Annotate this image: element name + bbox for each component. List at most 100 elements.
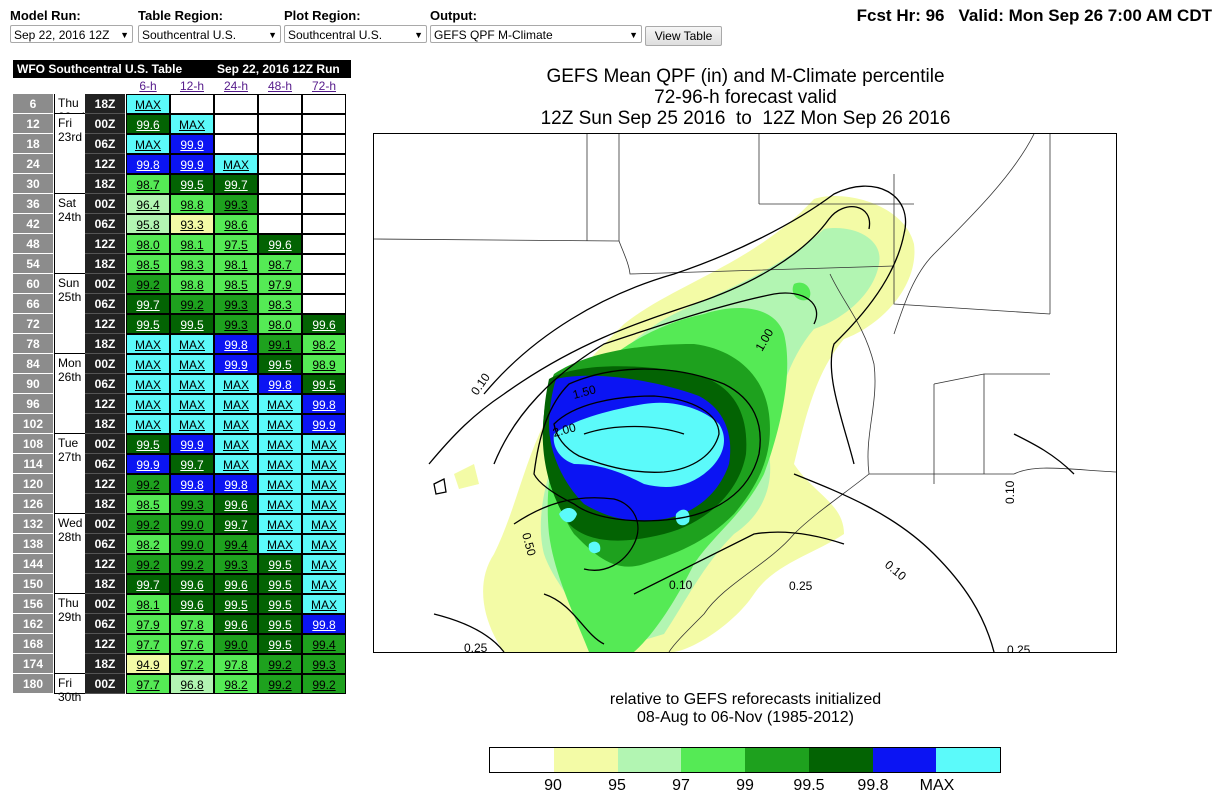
percentile-cell[interactable]: MAX	[170, 334, 214, 354]
column-header-12h[interactable]: 12-h	[179, 79, 205, 93]
percentile-cell[interactable]: 99.9	[170, 434, 214, 454]
percentile-cell[interactable]: 96.8	[170, 674, 214, 694]
percentile-cell[interactable]: MAX	[258, 394, 302, 414]
percentile-cell[interactable]: 99.3	[214, 314, 258, 334]
percentile-cell[interactable]: MAX	[302, 474, 346, 494]
percentile-cell[interactable]: 99.4	[302, 634, 346, 654]
percentile-cell[interactable]: 99.6	[170, 594, 214, 614]
percentile-cell[interactable]: MAX	[302, 554, 346, 574]
percentile-cell[interactable]: MAX	[170, 374, 214, 394]
percentile-cell[interactable]: 99.5	[302, 374, 346, 394]
percentile-cell[interactable]: MAX	[170, 394, 214, 414]
percentile-cell[interactable]: MAX	[302, 494, 346, 514]
percentile-cell[interactable]: 99.5	[170, 174, 214, 194]
percentile-cell[interactable]: 99.4	[214, 534, 258, 554]
percentile-cell[interactable]: 99.2	[302, 674, 346, 694]
percentile-cell[interactable]: 98.3	[170, 254, 214, 274]
percentile-cell[interactable]: MAX	[258, 514, 302, 534]
percentile-cell[interactable]: 99.2	[170, 554, 214, 574]
percentile-cell[interactable]: MAX	[258, 534, 302, 554]
percentile-cell[interactable]: MAX	[126, 374, 170, 394]
percentile-cell[interactable]: MAX	[214, 434, 258, 454]
percentile-cell[interactable]: 99.6	[214, 574, 258, 594]
percentile-cell[interactable]: 99.7	[126, 574, 170, 594]
percentile-cell[interactable]: MAX	[302, 574, 346, 594]
percentile-cell[interactable]: MAX	[258, 474, 302, 494]
percentile-cell[interactable]: 97.9	[126, 614, 170, 634]
percentile-cell[interactable]: MAX	[302, 534, 346, 554]
percentile-cell[interactable]: MAX	[126, 354, 170, 374]
percentile-cell[interactable]: 98.9	[302, 354, 346, 374]
percentile-cell[interactable]: 99.2	[126, 554, 170, 574]
percentile-cell[interactable]: MAX	[126, 394, 170, 414]
percentile-cell[interactable]: 99.6	[214, 494, 258, 514]
percentile-cell[interactable]: MAX	[302, 514, 346, 534]
percentile-cell[interactable]: 99.3	[302, 654, 346, 674]
percentile-cell[interactable]: 94.9	[126, 654, 170, 674]
percentile-cell[interactable]: 99.1	[258, 334, 302, 354]
percentile-cell[interactable]: MAX	[126, 334, 170, 354]
percentile-cell[interactable]: 99.8	[170, 474, 214, 494]
percentile-cell[interactable]: 99.7	[214, 174, 258, 194]
percentile-cell[interactable]: 99.5	[126, 434, 170, 454]
percentile-cell[interactable]: 99.8	[126, 154, 170, 174]
percentile-cell[interactable]: MAX	[170, 414, 214, 434]
percentile-cell[interactable]: 99.8	[214, 474, 258, 494]
percentile-cell[interactable]: MAX	[258, 494, 302, 514]
percentile-cell[interactable]: 98.5	[126, 494, 170, 514]
percentile-cell[interactable]: 98.5	[214, 274, 258, 294]
percentile-cell[interactable]: 99.0	[170, 514, 214, 534]
percentile-cell[interactable]: 99.6	[258, 234, 302, 254]
percentile-cell[interactable]: 98.2	[214, 674, 258, 694]
percentile-cell[interactable]: 99.5	[258, 554, 302, 574]
percentile-cell[interactable]: 98.1	[214, 254, 258, 274]
percentile-cell[interactable]: 99.3	[214, 194, 258, 214]
percentile-cell[interactable]: MAX	[170, 114, 214, 134]
percentile-cell[interactable]: 99.5	[258, 594, 302, 614]
percentile-cell[interactable]: 99.5	[258, 574, 302, 594]
percentile-cell[interactable]: 98.6	[214, 214, 258, 234]
percentile-cell[interactable]: 99.7	[214, 514, 258, 534]
percentile-cell[interactable]: 99.7	[170, 454, 214, 474]
percentile-cell[interactable]: 97.8	[170, 614, 214, 634]
column-header-72h[interactable]: 72-h	[311, 79, 337, 93]
percentile-cell[interactable]: 99.2	[126, 274, 170, 294]
percentile-cell[interactable]: MAX	[170, 354, 214, 374]
percentile-cell[interactable]: 98.8	[170, 274, 214, 294]
percentile-cell[interactable]: MAX	[302, 434, 346, 454]
percentile-cell[interactable]: 99.3	[214, 554, 258, 574]
percentile-cell[interactable]: 99.9	[170, 154, 214, 174]
percentile-cell[interactable]: 98.1	[170, 234, 214, 254]
percentile-cell[interactable]: MAX	[302, 594, 346, 614]
percentile-cell[interactable]: MAX	[258, 434, 302, 454]
percentile-cell[interactable]: 99.3	[214, 294, 258, 314]
percentile-cell[interactable]: MAX	[214, 414, 258, 434]
percentile-cell[interactable]: 99.3	[170, 494, 214, 514]
model-run-select[interactable]: Sep 22, 2016 12Z ▼	[10, 25, 133, 43]
percentile-cell[interactable]: 99.9	[214, 354, 258, 374]
percentile-cell[interactable]: MAX	[126, 414, 170, 434]
percentile-cell[interactable]: MAX	[214, 374, 258, 394]
percentile-cell[interactable]: 99.8	[258, 374, 302, 394]
percentile-cell[interactable]: 99.9	[302, 414, 346, 434]
percentile-cell[interactable]: 99.8	[302, 394, 346, 414]
percentile-cell[interactable]: 99.8	[302, 614, 346, 634]
percentile-cell[interactable]: 97.6	[170, 634, 214, 654]
percentile-cell[interactable]: 98.1	[126, 594, 170, 614]
percentile-cell[interactable]: 99.9	[126, 454, 170, 474]
percentile-cell[interactable]: 98.7	[126, 174, 170, 194]
percentile-cell[interactable]: 98.0	[126, 234, 170, 254]
percentile-cell[interactable]: MAX	[258, 414, 302, 434]
percentile-cell[interactable]: 99.5	[214, 594, 258, 614]
percentile-cell[interactable]: 99.6	[302, 314, 346, 334]
percentile-cell[interactable]: MAX	[302, 454, 346, 474]
table-region-select[interactable]: Southcentral U.S. ▼	[138, 25, 281, 43]
percentile-cell[interactable]: 99.2	[258, 654, 302, 674]
percentile-cell[interactable]: 99.5	[258, 354, 302, 374]
percentile-cell[interactable]: 97.2	[170, 654, 214, 674]
percentile-cell[interactable]: 96.4	[126, 194, 170, 214]
percentile-cell[interactable]: 99.2	[126, 514, 170, 534]
percentile-cell[interactable]: 99.7	[126, 294, 170, 314]
percentile-cell[interactable]: 99.5	[126, 314, 170, 334]
plot-region-select[interactable]: Southcentral U.S. ▼	[284, 25, 427, 43]
